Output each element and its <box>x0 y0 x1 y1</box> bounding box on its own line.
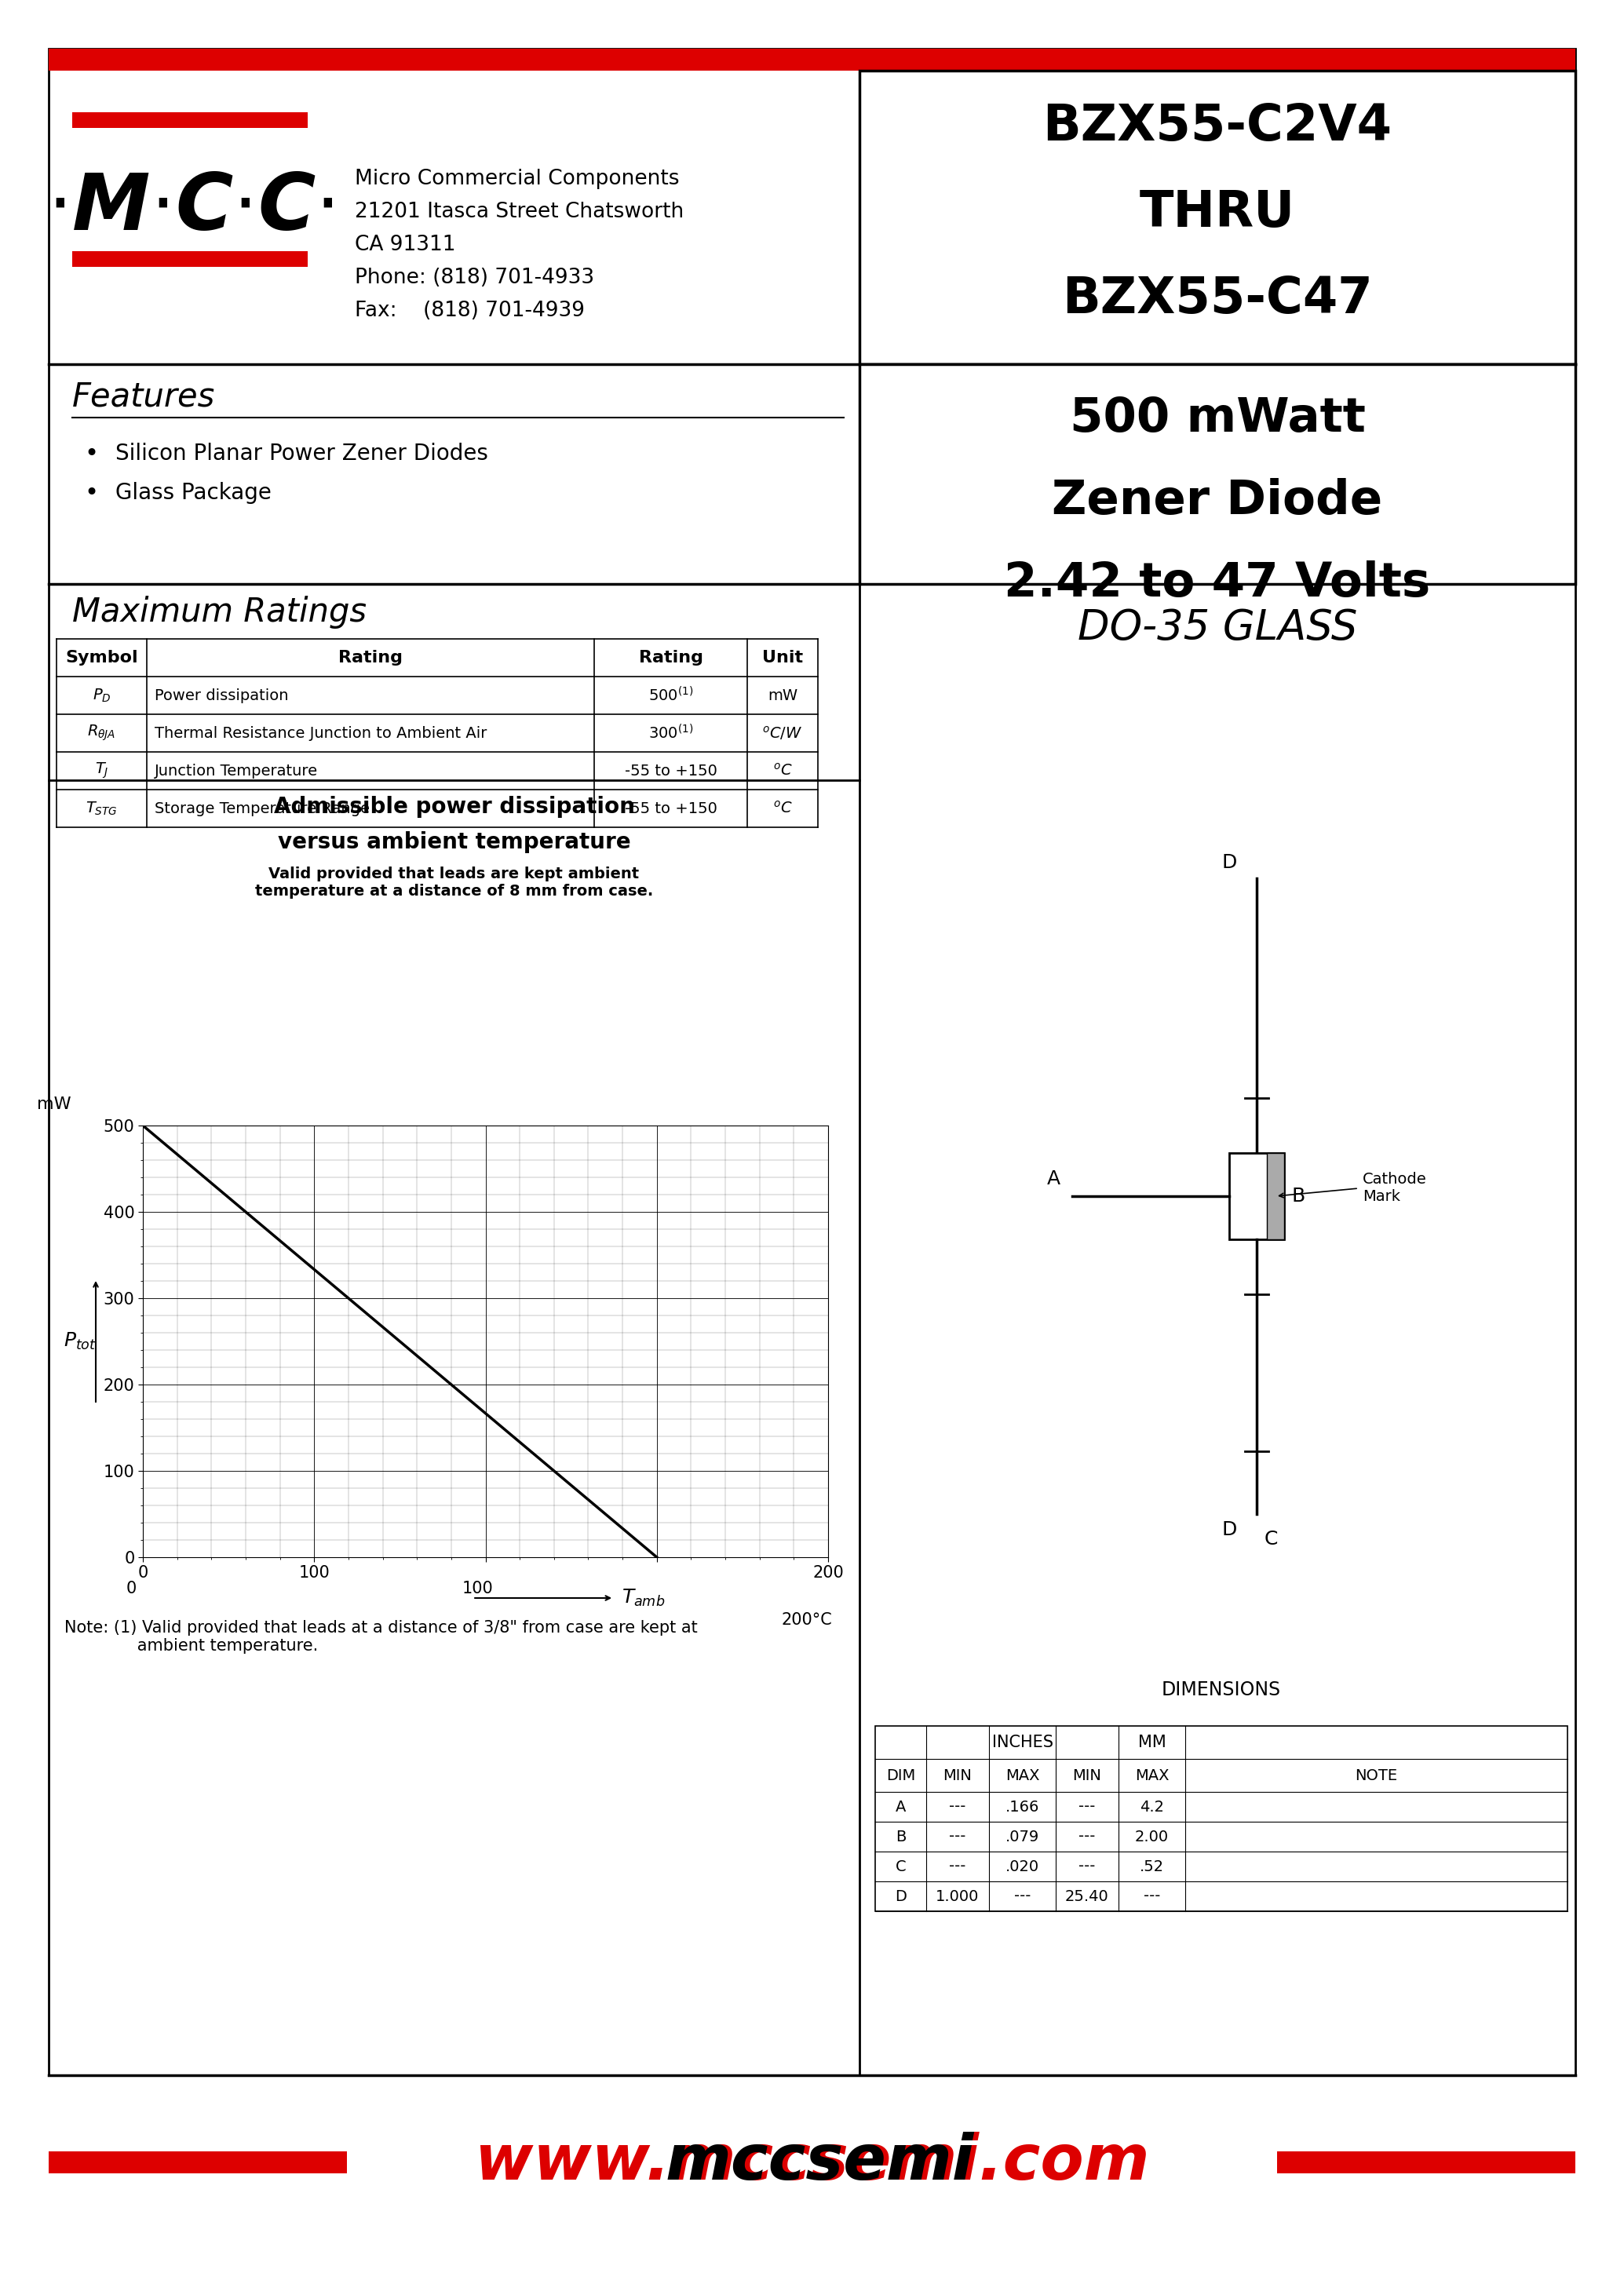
Text: ---: --- <box>948 1859 966 1875</box>
Text: D: D <box>1221 854 1237 872</box>
Text: B: B <box>895 1829 906 1845</box>
Text: 2.42 to 47 Volts: 2.42 to 47 Volts <box>1004 560 1431 606</box>
Bar <box>1267 1152 1285 1239</box>
Text: Thermal Resistance Junction to Ambient Air: Thermal Resistance Junction to Ambient A… <box>154 725 487 741</box>
Text: $R_{\theta JA}$: $R_{\theta JA}$ <box>88 723 115 744</box>
Text: Junction Temperature: Junction Temperature <box>154 764 318 778</box>
Text: A: A <box>1047 1170 1060 1189</box>
Text: .166: .166 <box>1005 1799 1039 1815</box>
Text: ---: --- <box>1078 1829 1096 1845</box>
Bar <box>71 112 307 129</box>
Bar <box>49 48 1575 2075</box>
Text: versus ambient temperature: versus ambient temperature <box>278 831 630 854</box>
Text: Phone: (818) 701-4933: Phone: (818) 701-4933 <box>354 269 594 289</box>
Text: Storage Temperature Range: Storage Temperature Range <box>154 801 370 817</box>
Text: ---: --- <box>1078 1799 1096 1815</box>
Text: $^oC/W$: $^oC/W$ <box>763 725 802 741</box>
Text: NOTE: NOTE <box>1354 1767 1398 1783</box>
Text: 500 mWatt: 500 mWatt <box>1070 395 1366 443</box>
Text: ---: --- <box>1078 1859 1096 1875</box>
Text: ---: --- <box>948 1829 966 1845</box>
Text: ---: --- <box>948 1799 966 1815</box>
Text: •: • <box>84 482 97 505</box>
Text: DIM: DIM <box>887 1767 916 1783</box>
Text: .52: .52 <box>1140 1859 1164 1875</box>
Bar <box>859 365 1575 583</box>
Text: $300^{(1)}$: $300^{(1)}$ <box>648 723 693 741</box>
Text: BZX55-C2V4: BZX55-C2V4 <box>1043 101 1392 151</box>
Text: MIN: MIN <box>944 1767 973 1783</box>
Text: $^oC$: $^oC$ <box>773 762 793 778</box>
Text: $\cdot$M$\cdot$C$\cdot$C$\cdot$: $\cdot$M$\cdot$C$\cdot$C$\cdot$ <box>47 170 333 246</box>
Text: Valid provided that leads are kept ambient
temperature at a distance of 8 mm fro: Valid provided that leads are kept ambie… <box>255 868 653 900</box>
Text: CA 91311: CA 91311 <box>354 234 456 255</box>
Text: D: D <box>1221 1519 1237 1540</box>
Text: $^oC$: $^oC$ <box>773 801 793 817</box>
Text: DO-35 GLASS: DO-35 GLASS <box>1078 608 1358 647</box>
Text: 4.2: 4.2 <box>1140 1799 1164 1815</box>
Text: INCHES: INCHES <box>992 1735 1052 1751</box>
Text: Glass Package: Glass Package <box>115 482 271 505</box>
Text: Note: (1) Valid provided that leads at a distance of 3/8" from case are kept at
: Note: (1) Valid provided that leads at a… <box>65 1620 698 1655</box>
Text: $T_J$: $T_J$ <box>94 762 109 780</box>
Text: C: C <box>895 1859 906 1875</box>
Text: B: B <box>1293 1187 1306 1205</box>
Text: Micro Commercial Components: Micro Commercial Components <box>354 170 679 188</box>
Text: C: C <box>1265 1531 1278 1549</box>
Bar <box>875 1726 1567 1912</box>
Bar <box>1276 2150 1575 2173</box>
Text: MM: MM <box>1138 1735 1166 1751</box>
Bar <box>1229 1152 1285 1239</box>
Text: Features: Features <box>71 381 216 413</box>
Bar <box>49 2150 348 2173</box>
Text: ---: --- <box>1143 1889 1160 1905</box>
Text: $P_D$: $P_D$ <box>93 686 110 705</box>
Text: 21201 Itasca Street Chatsworth: 21201 Itasca Street Chatsworth <box>354 202 684 223</box>
Text: MIN: MIN <box>1072 1767 1101 1783</box>
Text: Rating: Rating <box>638 649 703 666</box>
Text: $T_{amb}$: $T_{amb}$ <box>622 1588 666 1609</box>
Text: .020: .020 <box>1005 1859 1039 1875</box>
Bar <box>49 48 1575 71</box>
Text: Rating: Rating <box>338 649 403 666</box>
Text: mW: mW <box>768 688 797 702</box>
Text: Power dissipation: Power dissipation <box>154 688 289 702</box>
Text: www.mccsemi.com: www.mccsemi.com <box>474 2132 1150 2194</box>
Text: Silicon Planar Power Zener Diodes: Silicon Planar Power Zener Diodes <box>115 443 489 464</box>
Text: Fax:    (818) 701-4939: Fax: (818) 701-4939 <box>354 301 585 321</box>
Text: 1.000: 1.000 <box>935 1889 979 1905</box>
Text: Symbol: Symbol <box>65 649 138 666</box>
Text: Zener Diode: Zener Diode <box>1052 477 1382 523</box>
Text: $P_{tot}$: $P_{tot}$ <box>63 1331 96 1352</box>
Text: D: D <box>895 1889 906 1905</box>
Text: Admissible power dissipation: Admissible power dissipation <box>273 796 635 817</box>
Text: mccsemi: mccsemi <box>666 2132 974 2194</box>
Text: BZX55-C47: BZX55-C47 <box>1062 275 1372 324</box>
Text: 0: 0 <box>127 1581 136 1597</box>
Text: A: A <box>895 1799 906 1815</box>
Text: 25.40: 25.40 <box>1065 1889 1109 1905</box>
Text: THRU: THRU <box>1140 188 1296 236</box>
Text: MAX: MAX <box>1005 1767 1039 1783</box>
Text: 2.00: 2.00 <box>1135 1829 1169 1845</box>
Text: ---: --- <box>1013 1889 1031 1905</box>
Text: -55 to +150: -55 to +150 <box>625 764 716 778</box>
Text: Cathode
Mark: Cathode Mark <box>1363 1173 1427 1205</box>
Text: .079: .079 <box>1005 1829 1039 1845</box>
Text: 200°C: 200°C <box>781 1611 831 1627</box>
Text: -55 to +150: -55 to +150 <box>625 801 716 817</box>
Text: $T_{STG}$: $T_{STG}$ <box>86 801 117 817</box>
Text: •: • <box>84 443 97 466</box>
Text: $500^{(1)}$: $500^{(1)}$ <box>648 686 693 705</box>
Text: DIMENSIONS: DIMENSIONS <box>1161 1680 1281 1698</box>
Text: Unit: Unit <box>762 649 802 666</box>
Text: MAX: MAX <box>1135 1767 1169 1783</box>
Text: 100: 100 <box>461 1581 494 1597</box>
Y-axis label: mW: mW <box>37 1097 71 1113</box>
Bar <box>859 71 1575 365</box>
Bar <box>71 250 307 266</box>
Text: Maximum Ratings: Maximum Ratings <box>71 597 367 629</box>
